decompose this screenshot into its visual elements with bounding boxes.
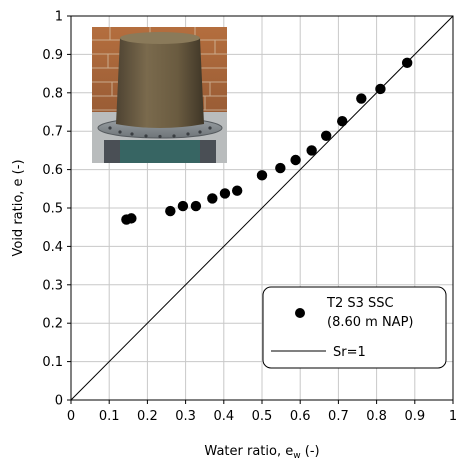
x-tick-label-0: 0 <box>67 409 75 424</box>
data-point-13 <box>337 116 348 127</box>
y-tick-label-10: 1 <box>55 10 63 25</box>
data-point-1 <box>126 213 137 224</box>
x-tick-label-7: 0.7 <box>328 409 349 424</box>
y-axis-label: Void ratio, e (-) <box>11 159 26 256</box>
y-tick-label-0: 0 <box>55 394 63 409</box>
x-tick-label-3: 0.3 <box>175 409 196 424</box>
legend-label-ssc-depth: (8.60 m NAP) <box>327 315 413 330</box>
legend-label-sr1: Sr=1 <box>333 345 366 360</box>
data-point-8 <box>256 170 268 181</box>
y-tick-label-5: 0.5 <box>42 202 63 217</box>
data-point-2 <box>165 205 176 217</box>
legend: T2 S3 SSC (8.60 m NAP) Sr=1 <box>262 286 447 369</box>
y-tick-label-6: 0.6 <box>42 163 63 178</box>
x-tick-label-10: 1 <box>449 409 457 424</box>
data-point-11 <box>306 145 317 156</box>
data-point-12 <box>320 130 332 142</box>
data-point-9 <box>275 162 286 174</box>
sample-photo <box>92 27 227 163</box>
y-axis-ticks: 0 0.1 0.2 0.3 0.4 0.5 0.6 0.7 0.8 0.9 1 <box>42 10 71 409</box>
data-point-16 <box>401 57 413 69</box>
y-tick-label-2: 0.2 <box>42 317 63 332</box>
data-point-6 <box>219 188 231 199</box>
data-point-4 <box>190 200 202 212</box>
y-tick-label-9: 0.9 <box>42 48 63 63</box>
y-tick-label-8: 0.8 <box>42 86 63 101</box>
legend-marker-ssc <box>295 308 305 318</box>
y-tick-label-7: 0.7 <box>42 125 63 140</box>
x-tick-label-2: 0.2 <box>137 409 158 424</box>
data-point-14 <box>356 93 367 104</box>
legend-label-ssc: T2 S3 SSC <box>326 296 394 311</box>
legend-box <box>262 286 447 369</box>
data-points <box>121 57 413 225</box>
data-point-10 <box>290 154 301 166</box>
x-tick-label-4: 0.4 <box>213 409 234 424</box>
x-axis-label: Water ratio, ew (-) <box>204 444 319 461</box>
x-tick-label-8: 0.8 <box>366 409 387 424</box>
y-tick-label-3: 0.3 <box>42 278 63 293</box>
x-tick-label-1: 0.1 <box>99 409 120 424</box>
x-tick-label-6: 0.6 <box>290 409 311 424</box>
data-point-3 <box>177 200 189 212</box>
data-point-7 <box>231 185 243 196</box>
y-tick-label-4: 0.4 <box>42 240 63 255</box>
x-tick-label-5: 0.5 <box>252 409 273 424</box>
data-point-5 <box>207 193 218 204</box>
x-axis-ticks: 0 0.1 0.2 0.3 0.4 0.5 0.6 0.7 0.8 0.9 1 <box>67 400 457 424</box>
sr1-line <box>71 16 453 400</box>
x-tick-label-9: 0.9 <box>404 409 425 424</box>
data-point-15 <box>375 83 386 95</box>
y-tick-label-1: 0.1 <box>42 355 63 370</box>
